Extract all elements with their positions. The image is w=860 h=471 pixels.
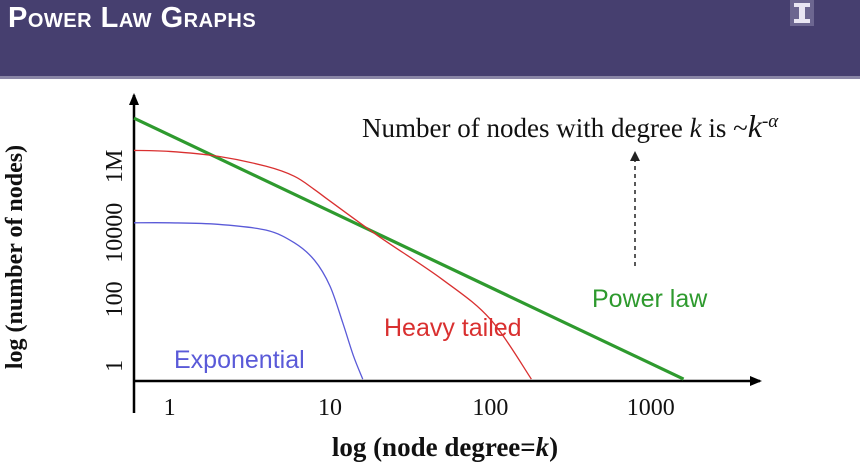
slide-header xyxy=(0,0,860,76)
power-law-chart: 1 10 100 1000 1 100 10000 1M Power law Heavy tai… xyxy=(102,93,762,421)
x-tick-label: 1000 xyxy=(627,395,675,421)
series-line-exponential xyxy=(133,222,364,380)
power-law-annotation: Number of nodes with degree k is ~k-α xyxy=(362,108,778,145)
x-tick-label: 100 xyxy=(472,395,508,421)
annotation-prefix: Number of nodes with degree xyxy=(362,113,690,143)
series-label-heavy-tailed: Heavy tailed xyxy=(384,314,522,342)
x-tick-label: 1 xyxy=(164,395,176,421)
slide-title: Power Law Graphs xyxy=(8,2,257,34)
y-axis-title: log (number of nodes) xyxy=(2,145,28,369)
series-line-power-law xyxy=(133,116,685,381)
y-tick-label: 10000 xyxy=(102,203,128,263)
chart-axes xyxy=(129,93,762,413)
x-axis-title-k: k xyxy=(535,432,550,462)
annotation-arrow xyxy=(630,151,640,266)
y-tick-label: 100 xyxy=(102,281,128,317)
x-tick-label: 10 xyxy=(318,395,342,421)
annotation-k-base: k xyxy=(747,108,762,144)
chart-series-labels: Power law Heavy tailed Exponential xyxy=(174,285,708,374)
y-axis-title-container: log (number of nodes) xyxy=(2,145,28,369)
y-tick-label: 1M xyxy=(102,150,128,183)
header-divider xyxy=(0,76,860,79)
chart-ticks: 1 10 100 1000 1 100 10000 1M xyxy=(102,150,675,421)
y-axis-arrowhead xyxy=(129,93,139,105)
annotation-mid: is ~ xyxy=(701,113,748,143)
x-axis-arrowhead xyxy=(750,376,762,386)
chart-series xyxy=(133,116,685,381)
university-logo-icon xyxy=(790,0,814,26)
series-line-heavy-tailed xyxy=(133,149,532,380)
x-axis-title: log (node degree=k) xyxy=(331,432,559,462)
series-label-power-law: Power law xyxy=(592,285,708,313)
annotation-exponent: -α xyxy=(761,111,779,132)
y-tick-label: 1 xyxy=(102,360,128,372)
annotation-k: k xyxy=(689,113,702,143)
series-label-exponential: Exponential xyxy=(174,346,305,374)
